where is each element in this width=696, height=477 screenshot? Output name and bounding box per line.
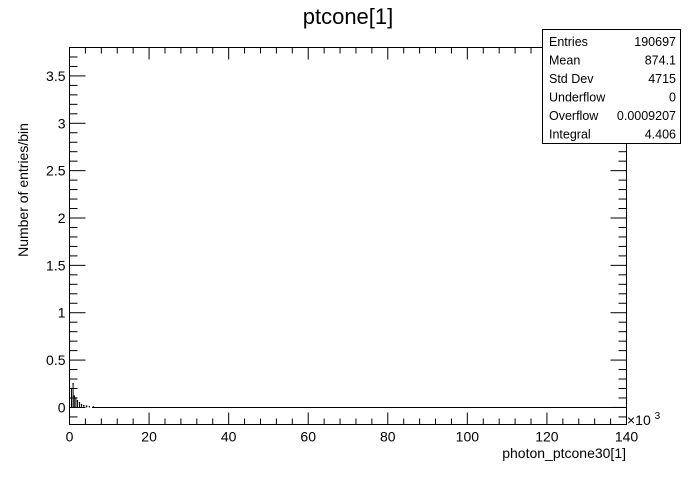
data-point — [76, 400, 79, 402]
y-tick-label: 0 — [58, 399, 66, 415]
stats-value: 4.406 — [645, 128, 676, 142]
stats-label: Mean — [549, 54, 580, 68]
x-exponent-label: ×10 3 — [627, 411, 661, 428]
x-exponent-power: 3 — [655, 411, 661, 422]
data-point — [70, 387, 73, 390]
data-point — [88, 405, 91, 408]
x-tick-label: 120 — [535, 429, 559, 445]
y-tick-label: 1.5 — [46, 257, 66, 273]
stats-label: Overflow — [549, 109, 599, 123]
stats-rows: Entries 190697 Mean 874.1 Std Dev 4715 Underfl… — [549, 35, 676, 142]
stats-value: 190697 — [634, 35, 676, 49]
stats-label: Entries — [549, 35, 588, 49]
data-point — [83, 404, 85, 407]
y-tick-labels: 0 0.5 1 1.5 2 2.5 3 3.5 — [46, 68, 66, 416]
plot-frame — [69, 47, 627, 425]
x-tick-label: 0 — [66, 429, 74, 445]
x-tick-label: 140 — [615, 429, 639, 445]
data-point — [72, 382, 74, 385]
stats-label: Integral — [549, 128, 591, 142]
stats-label: Std Dev — [549, 72, 594, 86]
y-tick-label: 3.5 — [46, 68, 66, 84]
stats-box: Entries 190697 Mean 874.1 Std Dev 4715 Underfl… — [542, 29, 681, 144]
x-exponent-base: ×10 — [627, 412, 651, 428]
x-tick-labels: 0 20 40 60 80 100 120 140 — [66, 429, 639, 445]
data-points — [70, 382, 95, 408]
chart-title: ptcone[1] — [303, 4, 394, 29]
y-tick-label: 2 — [58, 210, 66, 226]
y-axis-label: Number of entries/bin — [15, 123, 31, 257]
y-tick-label: 0.5 — [46, 352, 66, 368]
x-tick-label: 40 — [221, 429, 237, 445]
stats-value: 0 — [669, 91, 676, 105]
y-tick-label: 3 — [58, 115, 66, 131]
data-point — [92, 406, 95, 408]
data-point — [75, 397, 77, 399]
y-tick-label: 2.5 — [46, 163, 66, 179]
x-tick-label: 60 — [300, 429, 316, 445]
stats-value: 4715 — [648, 72, 676, 86]
stats-value: 874.1 — [645, 54, 676, 68]
x-tick-label: 80 — [380, 429, 396, 445]
stats-box-frame — [542, 29, 681, 144]
stats-label: Underflow — [549, 91, 606, 105]
data-point — [85, 405, 88, 407]
y-tick-label: 1 — [58, 305, 66, 321]
data-point — [80, 403, 83, 406]
x-axis-label: photon_ptcone30[1] — [502, 445, 626, 461]
x-tick-label: 20 — [141, 429, 157, 445]
data-point — [78, 401, 81, 404]
x-tick-label: 100 — [456, 429, 480, 445]
stats-value: 0.0009207 — [617, 109, 676, 123]
data-point — [73, 395, 76, 397]
